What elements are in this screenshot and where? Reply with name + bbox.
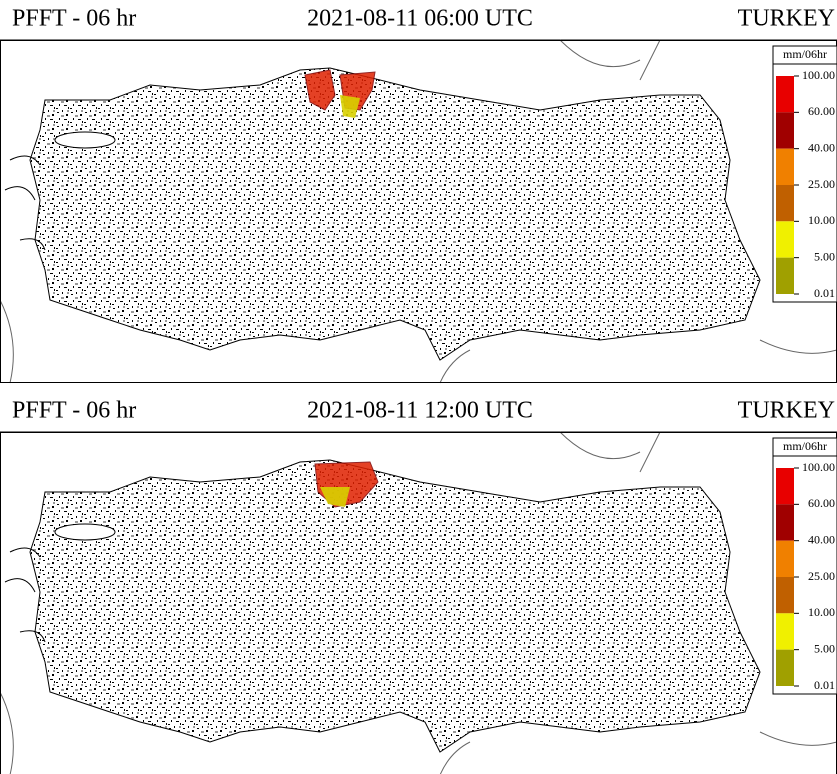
map-base <box>0 432 837 774</box>
panel-datetime: 2021-08-11 06:00 UTC <box>307 6 533 32</box>
legend-swatch <box>776 613 794 649</box>
legend-swatch <box>776 577 794 613</box>
legend-label: 40.00 <box>808 140 835 154</box>
panel: PFFT - 06 hr 2021-08-11 06:00 UTC TURKEY mm… <box>0 6 837 384</box>
legend-swatch <box>776 468 794 504</box>
legend-label: 0.01 <box>814 678 835 692</box>
legend-swatch <box>776 221 794 257</box>
legend-label: 60.00 <box>808 104 835 118</box>
legend-label: 10.00 <box>808 605 835 619</box>
legend-swatch <box>776 650 794 686</box>
legend-label: 25.00 <box>808 177 835 191</box>
panel-region: TURKEY <box>738 398 835 424</box>
legend-label: 100.00 <box>802 68 835 82</box>
map <box>0 40 837 383</box>
legend-unit: mm/06hr <box>783 47 827 61</box>
panel-datetime: 2021-08-11 12:00 UTC <box>307 398 533 424</box>
panel-region: TURKEY <box>738 6 835 32</box>
legend-unit: mm/06hr <box>783 439 827 453</box>
legend-label: 25.00 <box>808 569 835 583</box>
page: PFFT - 06 hr 2021-08-11 06:00 UTC TURKEY mm… <box>0 0 837 774</box>
legend-label: 5.00 <box>814 249 835 263</box>
legend-label: 0.01 <box>814 286 835 300</box>
legend-label: 100.00 <box>802 460 835 474</box>
legend-swatch <box>776 258 794 294</box>
legend-swatch <box>776 149 794 185</box>
legend-swatch <box>776 504 794 540</box>
map <box>0 432 837 774</box>
legend-swatch <box>776 185 794 221</box>
legend-label: 40.00 <box>808 532 835 546</box>
legend-swatch <box>776 112 794 148</box>
panel-title: PFFT - 06 hr <box>12 6 136 32</box>
legend-label: 5.00 <box>814 641 835 655</box>
legend-swatch <box>776 541 794 577</box>
panel: PFFT - 06 hr 2021-08-11 12:00 UTC TURKEY mm… <box>0 398 837 774</box>
map-base <box>0 40 837 383</box>
legend-label: 60.00 <box>808 496 835 510</box>
panel-title: PFFT - 06 hr <box>12 398 136 424</box>
legend-swatch <box>776 76 794 112</box>
legend-label: 10.00 <box>808 213 835 227</box>
